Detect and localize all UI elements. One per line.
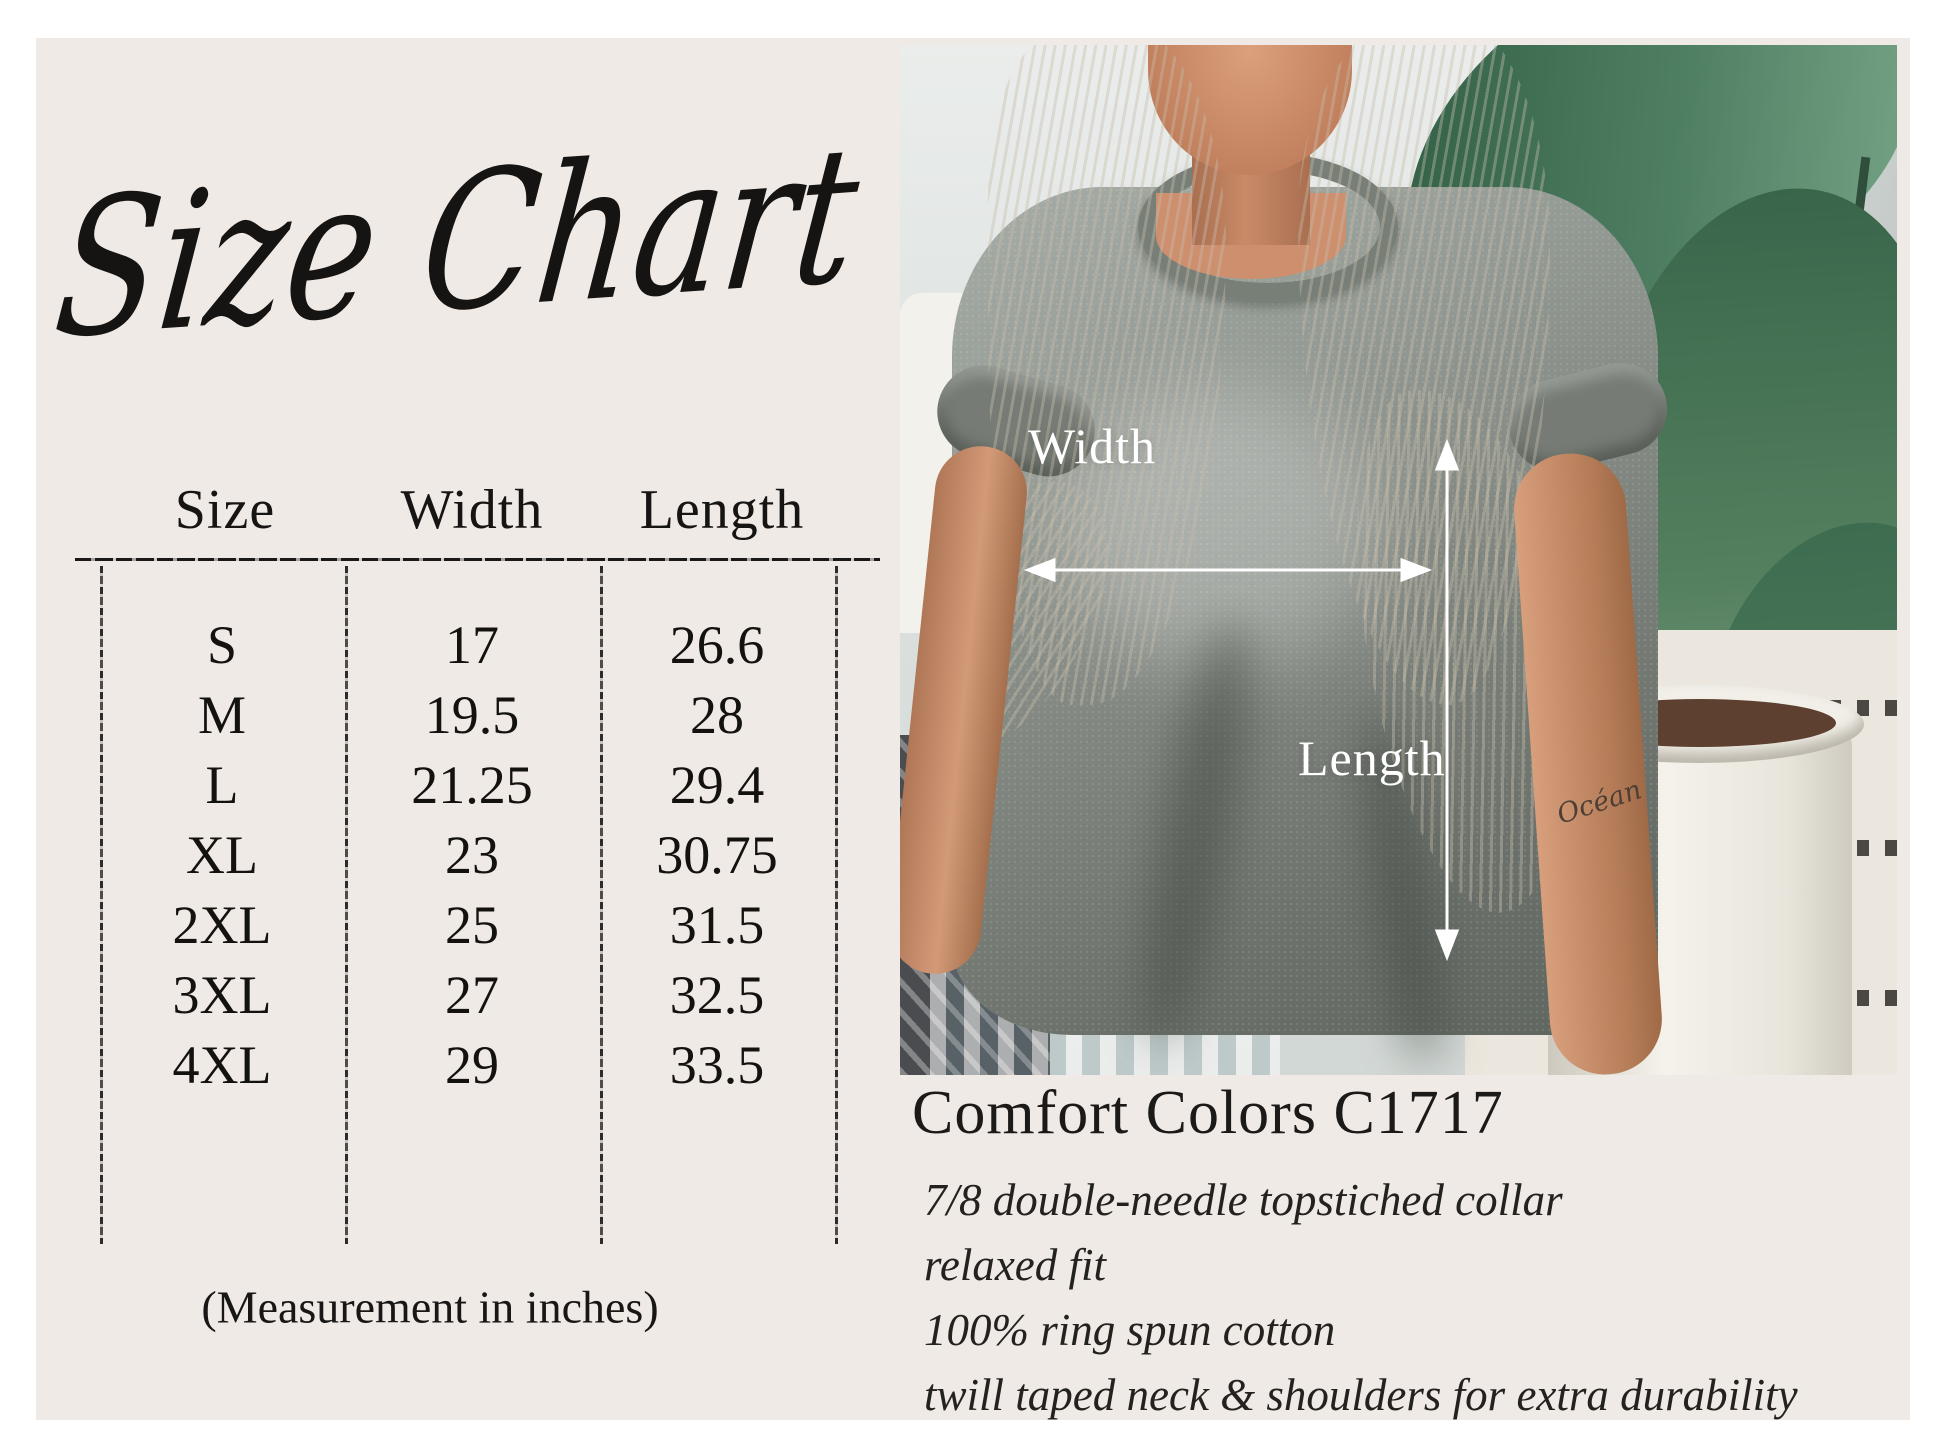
cell-length: 31.5 — [669, 895, 765, 955]
length-annotation: Length — [1298, 730, 1446, 786]
cell-width: 21.25 — [411, 755, 533, 815]
title-text: Size Chart — [48, 104, 869, 381]
table-header-rule — [75, 558, 880, 561]
feature-item: 7/8 double-needle topstiched collar — [924, 1175, 1563, 1225]
col-header-width: Width — [400, 479, 544, 541]
page-title: Size Chart — [47, 38, 908, 418]
cell-width: 23 — [445, 825, 499, 885]
cell-length: 30.75 — [656, 825, 778, 885]
table-vline-left — [100, 566, 103, 1244]
cell-size: 3XL — [172, 965, 272, 1025]
product-photo: Océan Width Length — [900, 45, 1897, 1075]
cell-size: 2XL — [172, 895, 272, 955]
table-vline-right — [835, 566, 838, 1244]
cell-width: 17 — [445, 615, 499, 675]
arrowhead-down-icon — [1434, 929, 1460, 962]
product-name: Comfort Colors C1717 — [912, 1079, 1504, 1147]
cell-size: XL — [186, 825, 258, 885]
table-vline-size-width — [345, 566, 348, 1244]
cell-width: 27 — [445, 965, 499, 1025]
col-header-size: Size — [174, 479, 276, 541]
cell-length: 26.6 — [669, 615, 765, 675]
arrowhead-up-icon — [1434, 438, 1460, 471]
cell-length: 32.5 — [669, 965, 765, 1025]
cell-width: 25 — [445, 895, 499, 955]
cell-length: 29.4 — [669, 755, 765, 815]
cell-size: 4XL — [172, 1035, 272, 1095]
cell-width: 29 — [445, 1035, 499, 1095]
measurement-arrows — [1023, 438, 1460, 962]
cell-width: 19.5 — [424, 685, 520, 745]
cell-size: M — [197, 685, 247, 745]
arrowhead-right-icon — [1400, 557, 1433, 583]
feature-item: relaxed fit — [924, 1240, 1107, 1290]
cell-length: 33.5 — [669, 1035, 765, 1095]
cell-size: L — [205, 755, 239, 815]
title-script-svg: Size Chart — [47, 104, 869, 381]
measurement-note: (Measurement in inches) — [201, 1281, 659, 1333]
shirt-highlight — [1062, 387, 1382, 667]
cell-length: 28 — [690, 685, 744, 745]
table-vline-width-length — [600, 566, 603, 1244]
feature-list: 7/8 double-needle topstiched collar rela… — [924, 1168, 1798, 1428]
col-header-length: Length — [639, 479, 805, 541]
cell-size: S — [206, 615, 238, 675]
width-annotation: Width — [1028, 418, 1156, 474]
feature-item: 100% ring spun cotton — [924, 1305, 1336, 1355]
feature-item: twill taped neck & shoulders for extra d… — [924, 1370, 1798, 1420]
arrowhead-left-icon — [1023, 557, 1056, 583]
